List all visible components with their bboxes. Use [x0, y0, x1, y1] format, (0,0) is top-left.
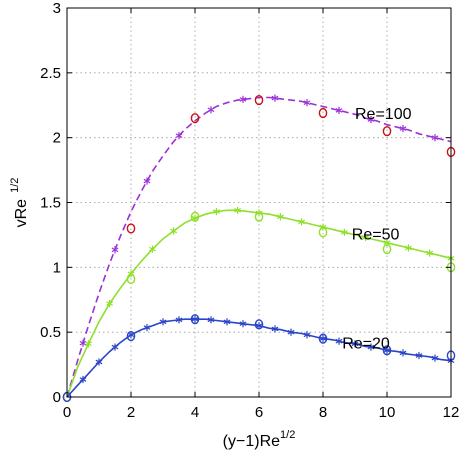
x-axis-label-base: (y−1)Re — [223, 433, 280, 450]
asterisk-marker — [207, 316, 215, 324]
series-layer — [62, 94, 456, 403]
reference-point — [126, 223, 136, 234]
asterisk-marker — [287, 328, 295, 336]
asterisk-marker — [79, 375, 87, 384]
asterisk-marker — [431, 134, 439, 142]
x-tick-label: 10 — [379, 404, 396, 421]
asterisk-marker — [84, 340, 92, 348]
asterisk-marker — [431, 354, 439, 362]
x-tick-label: 0 — [63, 404, 71, 421]
asterisk-marker — [351, 340, 359, 348]
reference-point — [254, 211, 264, 222]
y-tick-label: 2 — [53, 130, 61, 147]
asterisk-marker — [170, 227, 178, 235]
ticks: 0 2 4 6 8 10 12 0 0.5 1 1.5 2 2.5 3 — [40, 0, 459, 421]
asterisk-marker — [95, 358, 103, 366]
asterisk-marker — [335, 337, 343, 345]
asterisk-marker — [362, 233, 370, 242]
reference-point — [382, 244, 392, 255]
asterisk-marker — [303, 331, 311, 339]
series-line — [66, 318, 452, 398]
reference-point — [190, 211, 200, 222]
asterisk-marker — [404, 244, 412, 252]
reference-point — [382, 126, 392, 137]
asterisk-marker — [319, 335, 327, 343]
x-axis-label-sup: 1/2 — [280, 429, 295, 441]
asterisk-marker — [303, 99, 311, 107]
y-axis-label: vRe 1/2 — [9, 178, 30, 228]
reference-point — [318, 227, 328, 238]
annotations: Re=100 Re=50 Re=20 — [342, 106, 411, 353]
asterisk-marker — [223, 318, 231, 326]
y-tick-label: 3 — [53, 0, 61, 17]
asterisk-marker — [111, 246, 119, 254]
y-tick-label: 1.5 — [40, 195, 61, 212]
reference-point — [254, 94, 264, 106]
x-tick-label: 8 — [319, 404, 327, 421]
asterisk-marker — [79, 339, 87, 347]
x-tick-label: 6 — [255, 404, 263, 421]
y-tick-label: 0.5 — [40, 324, 61, 341]
asterisk-marker — [298, 218, 306, 226]
reference-point — [382, 345, 392, 356]
y-axis-label-sup: 1/2 — [9, 178, 21, 193]
y-tick-label: 0 — [53, 389, 61, 406]
x-axis-label: (y−1)Re1/2 — [223, 429, 296, 450]
asterisk-marker — [426, 249, 434, 257]
asterisk-marker — [207, 106, 215, 114]
asterisk-marker — [383, 346, 391, 354]
asterisk-marker — [271, 94, 279, 102]
series-re-50 — [62, 206, 456, 403]
reference-point — [126, 330, 136, 342]
asterisk-marker — [239, 320, 247, 328]
reference-point — [190, 314, 200, 325]
series-re-20 — [62, 314, 456, 403]
asterisk-marker — [399, 349, 407, 357]
asterisk-marker — [148, 245, 156, 253]
series-annotation: Re=50 — [352, 227, 400, 244]
asterisk-marker — [175, 316, 183, 324]
reference-point — [254, 319, 264, 330]
y-tick-label: 1 — [53, 259, 61, 276]
asterisk-marker — [212, 208, 220, 216]
asterisk-marker — [367, 343, 375, 351]
reference-point — [126, 273, 136, 285]
asterisk-marker — [276, 213, 284, 221]
asterisk-marker — [399, 125, 407, 133]
asterisk-marker — [335, 106, 343, 115]
asterisk-marker — [143, 324, 151, 332]
asterisk-marker — [111, 343, 119, 351]
y-tick-label: 2.5 — [40, 65, 61, 82]
asterisk-marker — [367, 115, 375, 124]
series-annotation: Re=20 — [342, 336, 390, 353]
asterisk-marker — [106, 300, 114, 308]
asterisk-marker — [340, 228, 348, 236]
asterisk-marker — [143, 177, 151, 185]
series-line — [66, 96, 452, 398]
asterisk-marker — [415, 351, 423, 360]
reference-point — [190, 113, 200, 124]
reference-point — [318, 333, 328, 344]
series-annotation: Re=100 — [355, 106, 412, 123]
asterisk-marker — [239, 95, 247, 104]
asterisk-marker — [175, 132, 183, 140]
x-tick-label: 12 — [443, 404, 460, 421]
series-re-100 — [62, 94, 456, 403]
grid — [67, 8, 451, 397]
asterisk-marker — [159, 318, 167, 326]
asterisk-marker — [191, 315, 199, 323]
asterisk-marker — [127, 331, 135, 339]
x-tick-label: 2 — [127, 404, 135, 421]
asterisk-marker — [271, 325, 279, 333]
asterisk-marker — [234, 206, 242, 214]
y-axis-label-base: vRe — [13, 199, 30, 228]
x-tick-label: 4 — [191, 404, 199, 421]
reference-point — [318, 107, 328, 119]
